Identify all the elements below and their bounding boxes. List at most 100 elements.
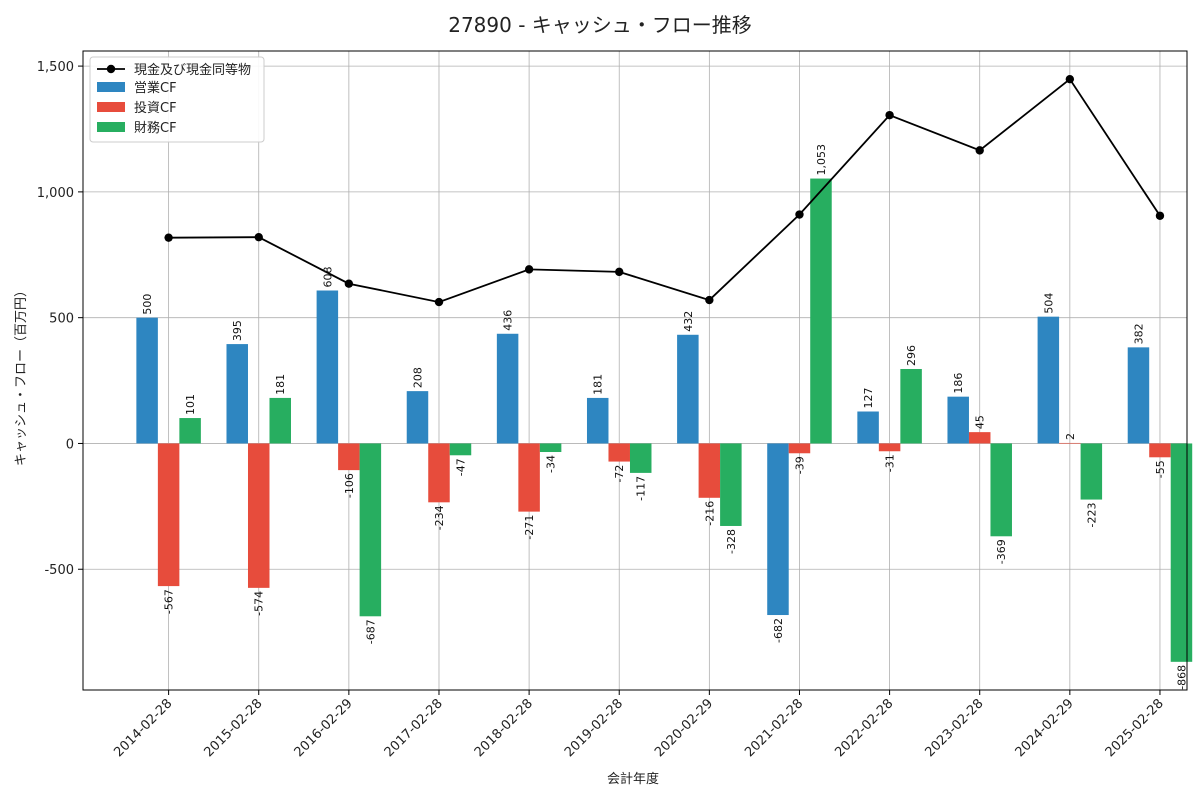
bar-営業CF-2014-02-28 xyxy=(136,317,158,444)
bar-営業CF-2017-02-28 xyxy=(406,391,429,444)
data-label: 500 xyxy=(141,294,154,315)
cash-point-2014-02-28 xyxy=(164,233,173,242)
y-tick-label: 500 xyxy=(49,312,74,327)
x-axis-label: 会計年度 xyxy=(607,771,659,787)
legend-operating: 営業CF xyxy=(134,80,177,96)
cash-point-2019-02-28 xyxy=(615,267,624,277)
y-tick-label: 1,500 xyxy=(37,60,74,75)
cash-point-2024-02-29 xyxy=(1065,74,1075,84)
legend-swatch-operating xyxy=(97,82,125,92)
data-label: 208 xyxy=(411,367,424,388)
legend-box xyxy=(89,56,265,143)
x-tick-label: 2024-02-29 xyxy=(1013,696,1077,760)
data-label: 296 xyxy=(905,345,918,366)
y-axis: -500 0 500 1,000 1,500 xyxy=(37,60,83,578)
x-tick-label: 2016-02-29 xyxy=(292,696,356,760)
bar-財務CF-2017-02-28 xyxy=(449,443,472,456)
bar-投資CF-2023-02-28 xyxy=(968,432,991,444)
x-tick-label: 2023-02-28 xyxy=(923,696,987,760)
y-tick-label: 1,000 xyxy=(37,186,74,201)
x-tick-label: 2025-02-28 xyxy=(1103,696,1167,760)
cash-point-2022-02-28 xyxy=(885,110,894,120)
bar-営業CF-2018-02-28 xyxy=(496,333,519,444)
bar-営業CF-2015-02-28 xyxy=(226,344,248,444)
y-axis-label: キャッシュ・フロー（百万円） xyxy=(14,284,29,466)
data-label: -31 xyxy=(884,454,897,472)
x-tick-label: 2022-02-28 xyxy=(832,696,896,760)
bar-財務CF-2016-02-29 xyxy=(359,443,382,617)
bar-投資CF-2014-02-28 xyxy=(157,443,180,587)
chart-title: 27890 - キャッシュ・フロー推移 xyxy=(448,13,752,37)
bar-財務CF-2020-02-29 xyxy=(720,443,742,526)
x-tick-label: 2017-02-28 xyxy=(382,696,446,760)
cash-point-2015-02-28 xyxy=(254,232,263,242)
bar-営業CF-2022-02-28 xyxy=(857,411,879,444)
bar-営業CF-2023-02-28 xyxy=(947,396,969,444)
x-axis: 2014-02-28 2015-02-28 2016-02-29 2017-02-28… xyxy=(111,690,1167,760)
x-tick-label: 2018-02-28 xyxy=(472,696,536,760)
bar-投資CF-2021-02-28 xyxy=(788,443,811,454)
cash-point-2017-02-28 xyxy=(434,297,444,307)
legend-investing: 投資CF xyxy=(134,100,177,116)
data-label: -682 xyxy=(772,618,785,643)
data-label: 45 xyxy=(974,415,987,429)
x-tick-label: 2021-02-28 xyxy=(742,696,806,760)
data-label: -106 xyxy=(343,473,356,498)
data-label: -117 xyxy=(635,476,648,501)
data-label: 432 xyxy=(682,311,695,332)
data-label: 436 xyxy=(502,310,515,331)
bar-財務CF-2018-02-28 xyxy=(539,443,562,453)
bar-投資CF-2016-02-29 xyxy=(338,443,360,471)
data-label: -328 xyxy=(725,529,738,554)
data-label: 186 xyxy=(952,373,965,394)
bar-営業CF-2021-02-28 xyxy=(767,443,789,616)
data-label: -47 xyxy=(454,458,467,476)
data-label: 181 xyxy=(592,374,605,395)
bar-財務CF-2022-02-28 xyxy=(900,368,922,444)
data-label: 395 xyxy=(231,320,244,341)
data-label: 1,053 xyxy=(815,144,828,176)
data-label: 382 xyxy=(1132,323,1145,344)
data-label: -687 xyxy=(364,619,377,644)
bar-財務CF-2025-02-28 xyxy=(1170,443,1193,662)
y-tick-label: 0 xyxy=(66,437,74,452)
cash-point-2016-02-29 xyxy=(344,279,354,288)
bar-財務CF-2019-02-28 xyxy=(629,443,652,473)
cash-point-2025-02-28 xyxy=(1155,211,1165,220)
bar-投資CF-2024-02-29 xyxy=(1059,442,1081,444)
data-label: 504 xyxy=(1042,293,1055,314)
bar-財務CF-2023-02-28 xyxy=(990,443,1012,537)
cash-point-2018-02-28 xyxy=(524,265,534,274)
data-labels: 500 395 608 208 436 181 432 -682 127 186 504 382 -56… xyxy=(141,144,1188,690)
data-label: -223 xyxy=(1085,503,1098,528)
legend-swatch-investing xyxy=(97,102,125,112)
legend: 現金及び現金同等物 営業CF 投資CF 財務CF xyxy=(89,56,265,143)
data-label: -369 xyxy=(995,539,1008,564)
x-tick-label: 2020-02-29 xyxy=(652,696,716,760)
data-label: 101 xyxy=(184,394,197,415)
data-label: 181 xyxy=(274,374,287,395)
bar-財務CF-2021-02-28 xyxy=(810,178,832,444)
data-label: -72 xyxy=(613,465,626,483)
y-tick-label: -500 xyxy=(44,563,74,578)
bar-財務CF-2015-02-28 xyxy=(269,397,291,444)
bar-投資CF-2019-02-28 xyxy=(608,443,630,462)
bar-投資CF-2015-02-28 xyxy=(247,443,270,588)
data-label: 608 xyxy=(321,266,334,287)
data-label: -574 xyxy=(253,591,266,616)
bar-投資CF-2020-02-29 xyxy=(698,443,721,498)
x-tick-label: 2015-02-28 xyxy=(202,696,266,760)
bar-営業CF-2024-02-29 xyxy=(1037,316,1060,444)
bar-財務CF-2024-02-29 xyxy=(1080,443,1103,500)
data-label: -234 xyxy=(433,505,446,530)
data-label: 127 xyxy=(862,388,875,409)
bars xyxy=(136,178,1193,662)
data-label: -34 xyxy=(545,455,558,473)
bar-営業CF-2019-02-28 xyxy=(586,397,609,444)
plot-frame xyxy=(82,50,1188,691)
data-label: -55 xyxy=(1154,460,1167,478)
bar-投資CF-2018-02-28 xyxy=(518,443,540,512)
cash-point-2021-02-28 xyxy=(795,210,804,219)
bar-営業CF-2016-02-29 xyxy=(316,290,339,444)
